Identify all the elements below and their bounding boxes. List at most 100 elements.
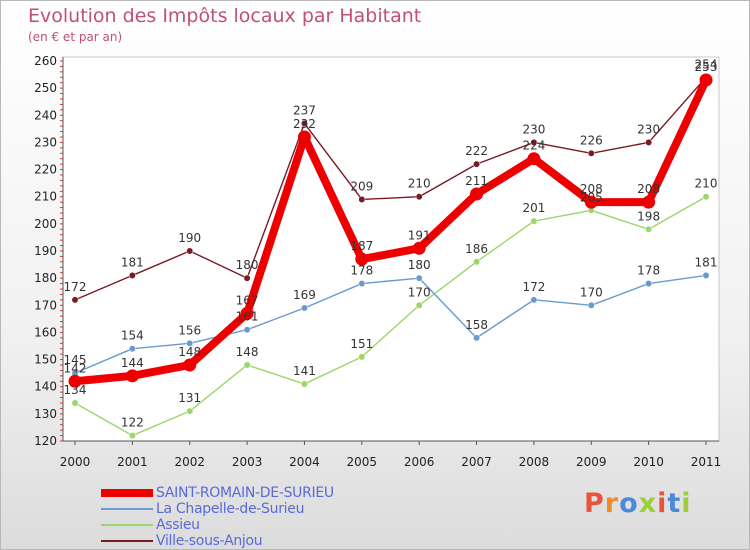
plot-area — [62, 56, 720, 442]
legend-swatch — [101, 508, 153, 510]
data-label-saint-romain-de-surieu: 211 — [465, 174, 488, 188]
data-point-saint-romain-de-surieu — [584, 195, 598, 209]
legend-label: Ville-sous-Anjou — [156, 533, 263, 549]
data-label-ville-sous-anjou: 181 — [121, 255, 144, 269]
data-point-assieu — [186, 407, 194, 415]
y-tick-label: 120 — [34, 434, 57, 448]
data-point-saint-romain-de-surieu — [297, 130, 311, 144]
data-label-assieu: 205 — [580, 190, 603, 204]
chart-data-labels: 172 181 190 180 237 209 210 222 230 226 230 254 134 1… — [64, 57, 718, 429]
data-point-assieu — [415, 301, 423, 309]
data-label-saint-romain-de-surieu: 224 — [522, 139, 545, 153]
data-label-saint-romain-de-surieu: 144 — [121, 356, 144, 370]
logo-letter: i — [657, 488, 668, 519]
data-label-assieu: 151 — [350, 337, 373, 351]
data-label-ville-sous-anjou: 209 — [350, 179, 373, 193]
data-point-assieu — [473, 258, 480, 266]
data-point-la-chapelle-de-surieu — [415, 274, 423, 282]
x-tick-label: 2001 — [117, 455, 148, 469]
data-point-ville-sous-anjou — [301, 119, 308, 127]
data-point-ville-sous-anjou — [415, 193, 423, 201]
data-label-ville-sous-anjou: 190 — [178, 231, 201, 245]
data-label-ville-sous-anjou: 254 — [695, 57, 718, 71]
data-point-saint-romain-de-surieu — [355, 252, 369, 266]
logo-letter: r — [604, 488, 620, 519]
data-point-assieu — [530, 217, 538, 225]
data-point-saint-romain-de-surieu — [470, 187, 484, 201]
data-point-saint-romain-de-surieu — [699, 73, 713, 87]
x-tick-label: 2009 — [576, 455, 607, 469]
logo-letter: x — [638, 488, 658, 519]
logo-letter: t — [667, 488, 682, 519]
data-point-la-chapelle-de-surieu — [186, 339, 194, 347]
data-point-saint-romain-de-surieu — [642, 195, 656, 209]
data-point-assieu — [301, 380, 308, 388]
y-tick-label: 240 — [34, 108, 57, 122]
data-label-saint-romain-de-surieu: 148 — [178, 345, 201, 359]
data-point-ville-sous-anjou — [243, 274, 251, 282]
x-tick-label: 2006 — [404, 455, 435, 469]
data-label-ville-sous-anjou: 230 — [637, 122, 660, 136]
data-label-saint-romain-de-surieu: 167 — [236, 293, 259, 307]
data-point-saint-romain-de-surieu — [183, 358, 197, 372]
data-point-saint-romain-de-surieu — [240, 306, 254, 320]
data-label-ville-sous-anjou: 222 — [465, 144, 488, 158]
data-point-assieu — [243, 361, 251, 369]
series-line-ville-sous-anjou — [74, 76, 707, 301]
chart-subtitle: (en € et par an) — [28, 30, 123, 44]
legend-swatch — [101, 524, 153, 526]
legend-label: SAINT-ROMAIN-DE-SURIEU — [156, 485, 334, 501]
legend-label: La Chapelle-de-Surieu — [156, 501, 305, 517]
x-tick-label: 2010 — [633, 455, 664, 469]
data-label-la-chapelle-de-surieu: 181 — [695, 255, 718, 269]
data-label-assieu: 210 — [695, 177, 718, 191]
y-tick-label: 130 — [34, 407, 57, 421]
x-tick-label: 2003 — [232, 455, 263, 469]
x-tick-label: 2011 — [691, 455, 722, 469]
data-point-saint-romain-de-surieu — [68, 374, 82, 388]
x-tick-label: 2005 — [347, 455, 378, 469]
y-tick-label: 170 — [34, 298, 57, 312]
chart-axes: 120 130 140 150 160 170 180 190 200 210 220 230 240 2… — [34, 54, 721, 469]
x-tick-label: 2002 — [174, 455, 205, 469]
data-label-saint-romain-de-surieu: 253 — [695, 60, 718, 74]
data-point-assieu — [358, 353, 366, 361]
chart-series — [68, 73, 713, 440]
data-point-saint-romain-de-surieu — [125, 369, 139, 383]
y-tick-label: 260 — [34, 54, 57, 68]
data-label-assieu: 170 — [408, 285, 431, 299]
series-line-la-chapelle-de-surieu — [74, 274, 707, 374]
data-point-assieu — [702, 193, 710, 201]
x-tick-label: 2008 — [519, 455, 550, 469]
chart-title: Evolution des Impôts locaux par Habitant — [28, 5, 422, 27]
data-label-la-chapelle-de-surieu: 180 — [408, 258, 431, 272]
data-label-assieu: 148 — [236, 345, 259, 359]
data-point-saint-romain-de-surieu — [412, 241, 426, 255]
data-label-la-chapelle-de-surieu: 154 — [121, 329, 144, 343]
data-point-ville-sous-anjou — [473, 160, 480, 168]
legend-swatch — [101, 540, 153, 542]
data-label-saint-romain-de-surieu: 208 — [580, 182, 603, 196]
x-tick-label: 2000 — [60, 455, 91, 469]
data-label-assieu: 198 — [637, 209, 660, 223]
data-label-assieu: 201 — [522, 201, 545, 215]
y-tick-label: 220 — [34, 163, 57, 177]
data-point-ville-sous-anjou — [358, 195, 366, 203]
data-label-ville-sous-anjou: 230 — [522, 122, 545, 136]
y-tick-label: 190 — [34, 244, 57, 258]
data-label-saint-romain-de-surieu: 191 — [408, 228, 431, 242]
data-point-ville-sous-anjou — [530, 138, 538, 146]
data-point-la-chapelle-de-surieu — [530, 296, 538, 304]
data-label-assieu: 134 — [64, 383, 87, 397]
y-tick-label: 230 — [34, 135, 57, 149]
series-line-assieu — [74, 196, 707, 437]
data-point-la-chapelle-de-surieu — [645, 280, 653, 288]
data-point-ville-sous-anjou — [186, 247, 194, 255]
data-point-ville-sous-anjou — [645, 138, 653, 146]
y-tick-label: 150 — [34, 353, 57, 367]
data-label-la-chapelle-de-surieu: 158 — [465, 318, 488, 332]
data-label-ville-sous-anjou: 210 — [408, 177, 431, 191]
data-point-la-chapelle-de-surieu — [702, 271, 710, 279]
